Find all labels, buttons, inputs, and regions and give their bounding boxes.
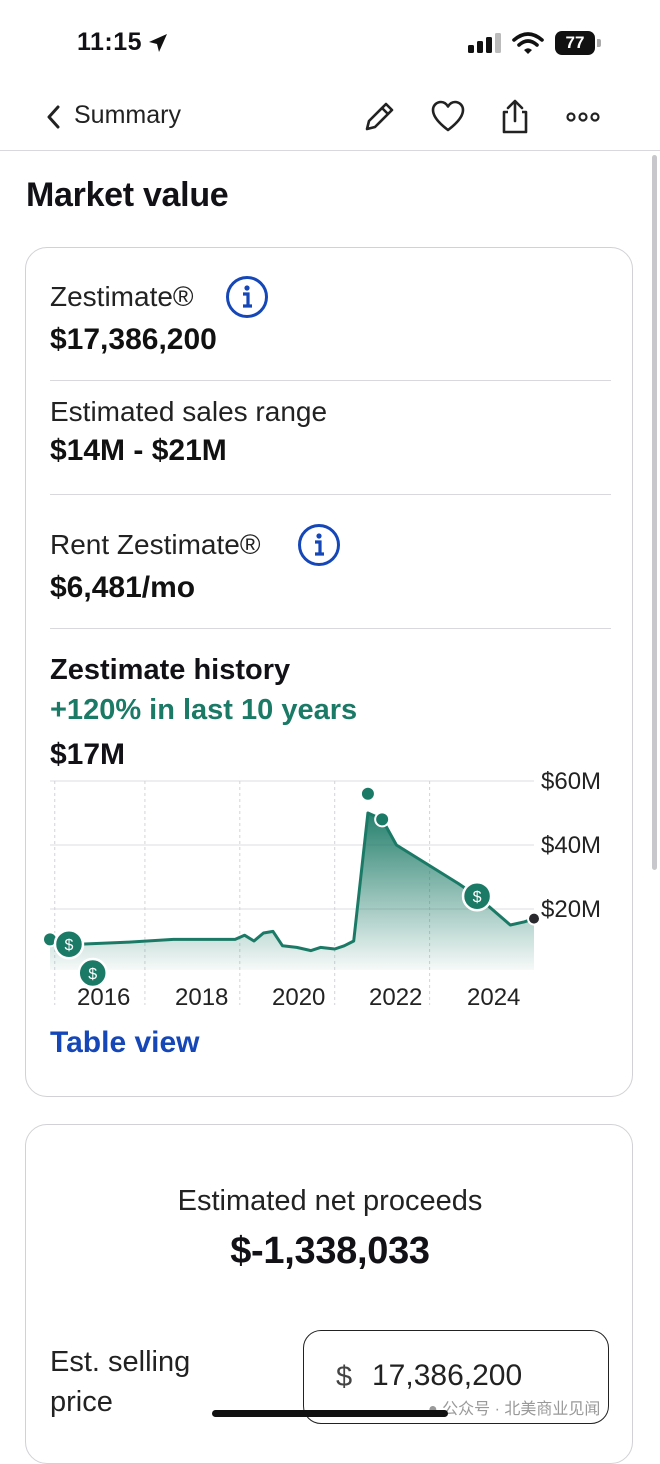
wifi-icon xyxy=(512,32,544,54)
history-line xyxy=(49,811,535,953)
x-tick-label: 2016 xyxy=(77,984,130,1011)
back-button[interactable]: Summary xyxy=(74,101,181,129)
x-tick-label: 2018 xyxy=(175,984,228,1011)
zestimate-history-chart[interactable]: $ $ $ $20M $40M $60M 2016 2018 2020 2022 2024 xyxy=(40,765,620,1015)
more-options-icon[interactable] xyxy=(565,99,601,135)
history-point[interactable] xyxy=(359,785,376,802)
history-current-value: $17M xyxy=(50,738,126,771)
selling-price-field[interactable] xyxy=(303,1330,609,1424)
page-title: Market value xyxy=(26,176,229,214)
battery-level: 77 xyxy=(555,31,595,55)
status-time: 11:15 xyxy=(77,28,143,56)
nav-bar xyxy=(0,90,660,151)
sale-marker[interactable]: $ xyxy=(461,880,493,912)
location-arrow-icon xyxy=(149,34,167,52)
net-proceeds-value: $-1,338,033 xyxy=(230,1230,430,1272)
battery-icon: 77 xyxy=(555,31,601,55)
current-value-point[interactable] xyxy=(527,911,541,926)
dollar-sign-icon: $ xyxy=(88,966,97,983)
history-change: +120% in last 10 years xyxy=(50,694,358,726)
currency-symbol: $ xyxy=(336,1361,353,1393)
dollar-sign-icon: $ xyxy=(473,889,482,906)
market-value-card xyxy=(25,247,633,1097)
table-view-link[interactable]: Table view xyxy=(50,1026,200,1059)
divider xyxy=(50,494,611,495)
selling-price-input[interactable] xyxy=(372,1359,592,1393)
divider xyxy=(50,628,611,629)
x-tick-label: 2022 xyxy=(369,984,422,1011)
zestimate-label: Zestimate® xyxy=(50,281,194,312)
wechat-icon: ● xyxy=(428,1401,438,1418)
rent-zestimate-value: $6,481/mo xyxy=(50,571,196,604)
sale-marker[interactable]: $ xyxy=(53,928,85,960)
history-point[interactable] xyxy=(374,811,391,828)
x-tick-label: 2024 xyxy=(467,984,520,1011)
sale-marker[interactable]: $ xyxy=(77,957,108,989)
dollar-sign-icon: $ xyxy=(65,937,74,954)
watermark: ● 公众号 · 北美商业见闻 xyxy=(428,1395,600,1419)
edit-pencil-icon[interactable] xyxy=(361,99,397,135)
heart-icon[interactable] xyxy=(430,99,466,135)
selling-price-label: Est. selling price xyxy=(50,1346,191,1418)
share-icon[interactable] xyxy=(497,99,533,135)
history-area xyxy=(50,813,534,970)
signal-icon xyxy=(468,33,501,53)
chevron-left-icon[interactable] xyxy=(44,104,64,130)
y-tick-label: $40M xyxy=(541,832,601,859)
y-tick-label: $20M xyxy=(541,896,601,923)
y-tick-label: $60M xyxy=(541,768,601,795)
net-proceeds-label: Estimated net proceeds xyxy=(177,1185,483,1217)
info-icon[interactable] xyxy=(297,523,341,567)
home-indicator[interactable] xyxy=(212,1410,448,1417)
history-title: Zestimate history xyxy=(50,654,291,686)
info-icon[interactable] xyxy=(225,275,269,319)
x-tick-label: 2020 xyxy=(272,984,325,1011)
divider xyxy=(50,380,611,381)
scrollbar[interactable] xyxy=(652,155,657,870)
watermark-text: 公众号 · 北美商业见闻 xyxy=(442,1401,601,1418)
sales-range-label: Estimated sales range xyxy=(50,396,328,427)
sales-range-value: $14M - $21M xyxy=(50,434,227,467)
zestimate-value: $17,386,200 xyxy=(50,323,217,356)
rent-zestimate-label: Rent Zestimate® xyxy=(50,529,261,560)
